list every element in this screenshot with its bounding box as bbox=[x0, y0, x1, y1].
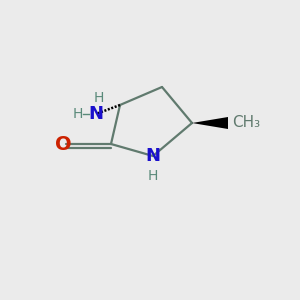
Text: H: H bbox=[73, 107, 83, 121]
Text: H: H bbox=[94, 91, 104, 104]
Text: H: H bbox=[148, 169, 158, 183]
Text: CH₃: CH₃ bbox=[232, 115, 261, 130]
Polygon shape bbox=[192, 117, 228, 129]
Text: N: N bbox=[88, 105, 104, 123]
Text: O: O bbox=[55, 134, 71, 154]
Text: N: N bbox=[146, 147, 160, 165]
